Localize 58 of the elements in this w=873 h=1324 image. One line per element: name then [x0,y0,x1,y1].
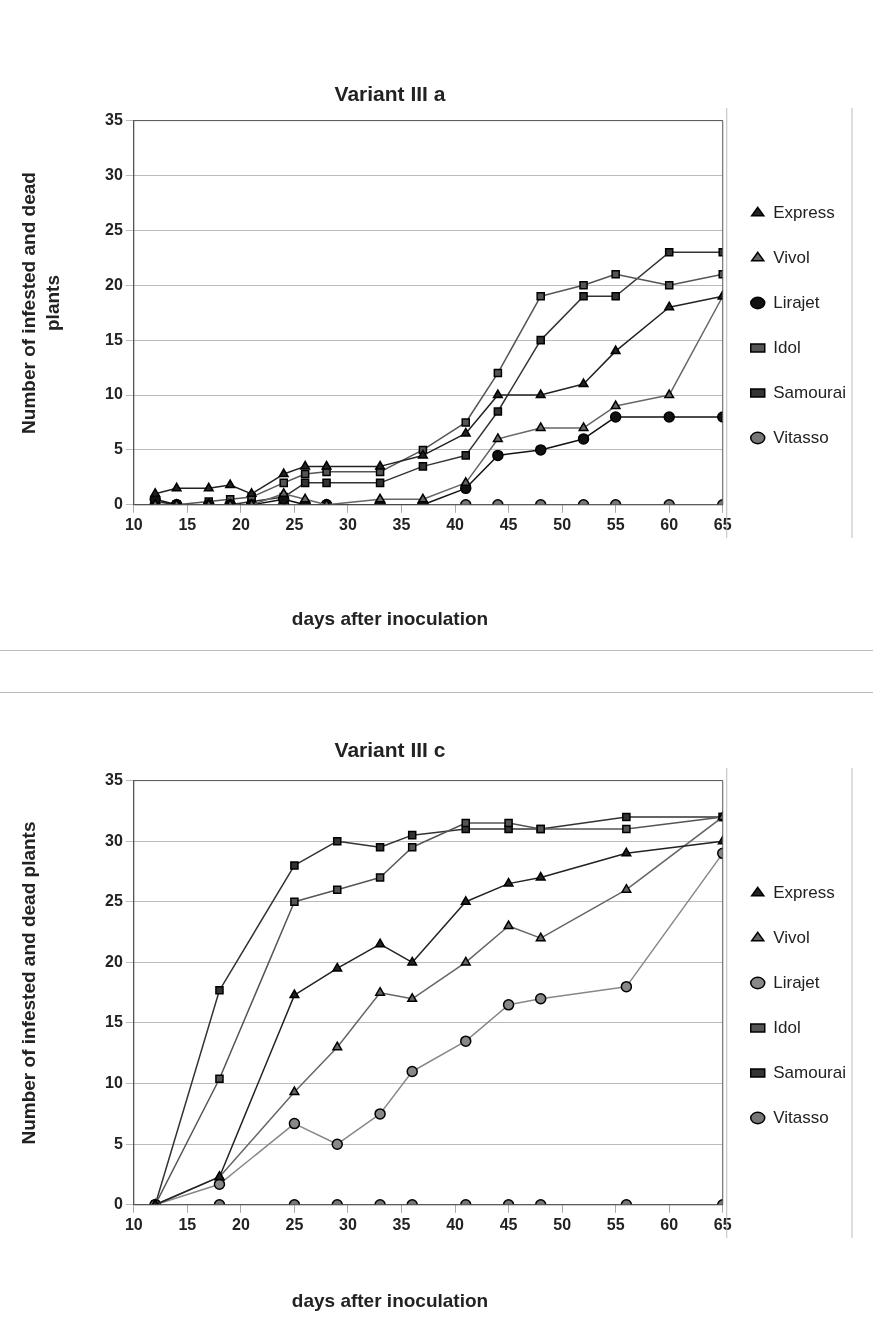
x-tick-label: 45 [499,515,518,533]
x-tick-label: 55 [606,515,625,533]
y-tick-label: 20 [105,275,123,293]
legend-label: Samourai [773,1062,847,1082]
y-axis-title: Number of infested and dead plants [17,171,64,436]
x-axis-title: days after inoculation [290,608,490,630]
x-tick-label: 35 [392,515,411,533]
y-tick-label: 0 [113,495,123,513]
legend-label: Vivol [773,247,810,267]
legend-label: Vitasso [773,1107,829,1127]
legend-label: Samourai [773,382,847,402]
legend-label: Express [773,202,835,222]
x-tick-label: 25 [285,515,304,533]
x-tick-label: 35 [392,1215,411,1233]
x-tick-label: 40 [446,1215,465,1233]
x-tick-label: 10 [124,515,143,533]
y-tick-label: 30 [105,165,123,183]
y-tick-label: 0 [113,1195,123,1213]
y-axis-title: Number of infested and dead plants [17,820,40,1147]
y-tick-label: 35 [105,111,123,129]
y-tick-label: 35 [105,771,123,789]
x-tick-label: 45 [499,1215,518,1233]
legend-label: Idol [773,337,801,357]
x-axis-title: days after inoculation [290,1290,490,1312]
y-tick-label: 10 [105,385,123,403]
x-tick-label: 30 [339,1215,357,1233]
x-tick-label: 50 [553,515,572,533]
x-tick-label: 30 [339,515,357,533]
x-tick-label: 55 [606,1215,625,1233]
x-tick-label: 65 [713,1215,732,1233]
y-tick-label: 5 [113,1134,123,1152]
y-tick-label: 25 [105,892,123,910]
x-tick-label: 50 [553,1215,572,1233]
x-tick-label: 40 [446,515,465,533]
x-tick-label: 60 [660,515,679,533]
chart-title: Variant III a [333,82,447,106]
x-tick-label: 20 [231,1215,250,1233]
legend-label: Express [773,882,835,902]
legend-label: Vivol [773,927,810,947]
y-tick-label: 20 [105,952,123,970]
legend-label: Idol [773,1017,801,1037]
y-tick-label: 15 [105,330,123,348]
x-tick-label: 15 [178,515,197,533]
x-tick-label: 15 [178,1215,197,1233]
y-tick-label: 25 [105,220,123,238]
legend-label: Vitasso [773,427,829,447]
y-tick-label: 10 [105,1074,123,1092]
x-tick-label: 65 [713,515,732,533]
y-tick-label: 5 [113,440,123,458]
x-tick-label: 60 [660,1215,679,1233]
x-tick-label: 20 [231,515,250,533]
y-tick-label: 15 [105,1013,123,1031]
chart-title: Variant III c [333,738,447,762]
y-tick-label: 30 [105,831,123,849]
x-tick-label: 25 [285,1215,304,1233]
legend-label: Lirajet [773,972,820,992]
legend-label: Lirajet [773,292,820,312]
x-tick-label: 10 [124,1215,143,1233]
